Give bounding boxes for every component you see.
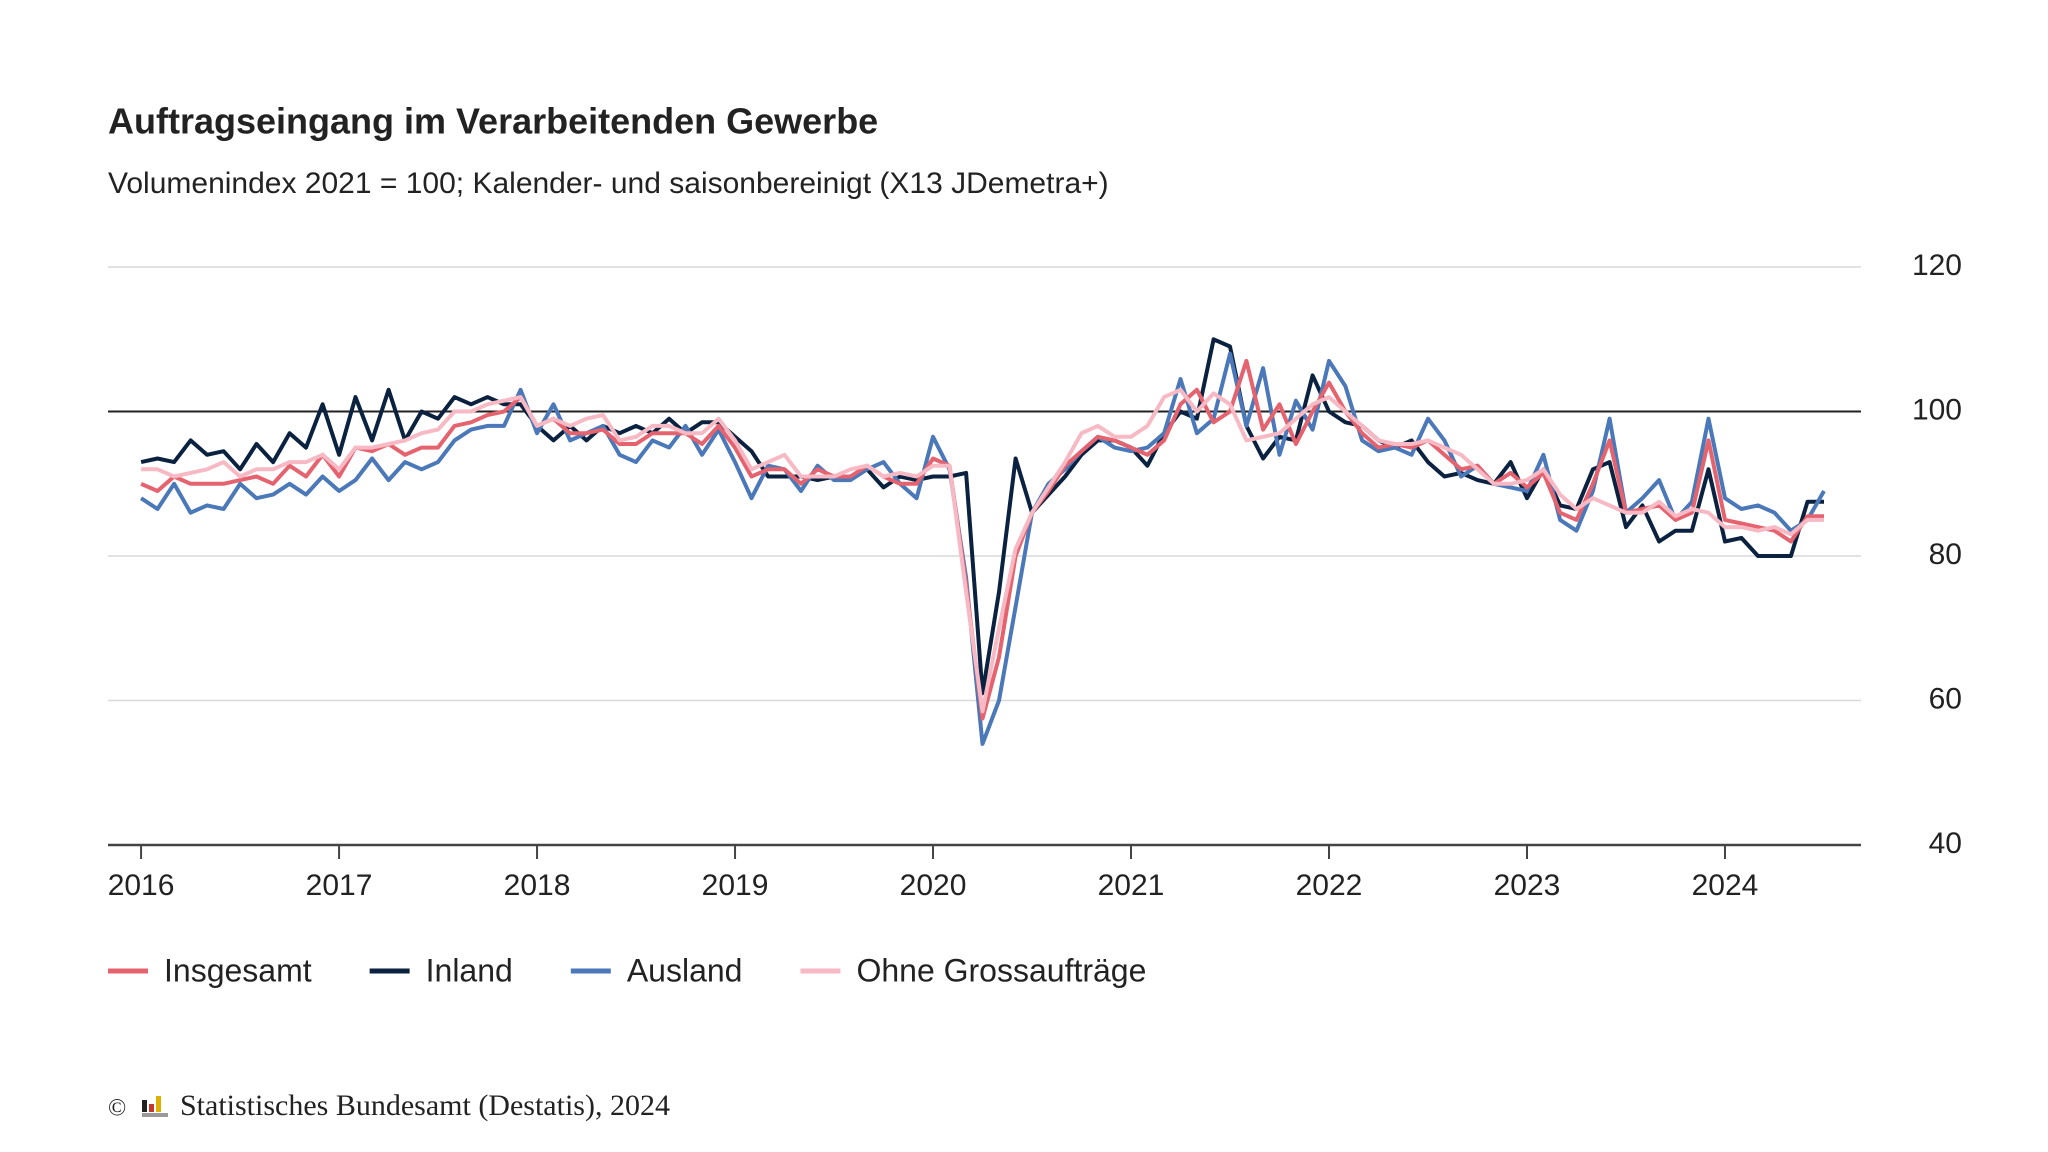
copyright-symbol: © — [108, 1096, 126, 1122]
source-icon — [142, 1096, 168, 1117]
chart-title: Auftragseingang im Verarbeitenden Gewerb… — [108, 101, 878, 142]
y-tick-label: 120 — [1912, 249, 1962, 282]
x-tick-label: 2018 — [504, 869, 571, 902]
y-tick-label: 100 — [1912, 393, 1962, 426]
series-line — [140, 351, 1826, 746]
x-tick-label: 2022 — [1296, 869, 1363, 902]
y-tick-label: 60 — [1929, 682, 1962, 715]
series-line — [141, 387, 1824, 714]
x-tick-label: 2023 — [1494, 869, 1561, 902]
legend-label: Insgesamt — [164, 952, 312, 988]
x-tick-label: 2017 — [306, 869, 373, 902]
x-tick-label: 2024 — [1692, 869, 1759, 902]
x-tick-label: 2020 — [900, 869, 967, 902]
x-tick-label: 2019 — [702, 869, 769, 902]
x-tick-label: 2016 — [108, 869, 175, 902]
series-line — [140, 358, 1824, 721]
chart-subtitle: Volumenindex 2021 = 100; Kalender- und s… — [108, 167, 1109, 200]
legend-label: Ohne Grossaufträge — [856, 952, 1146, 988]
legend-label: Inland — [426, 952, 513, 988]
y-tick-label: 80 — [1929, 538, 1962, 571]
x-tick-label: 2021 — [1098, 869, 1165, 902]
source: Statistisches Bundesamt (Destatis), 2024 — [180, 1089, 670, 1122]
y-tick-label: 40 — [1929, 827, 1962, 860]
legend-label: Ausland — [627, 952, 743, 988]
